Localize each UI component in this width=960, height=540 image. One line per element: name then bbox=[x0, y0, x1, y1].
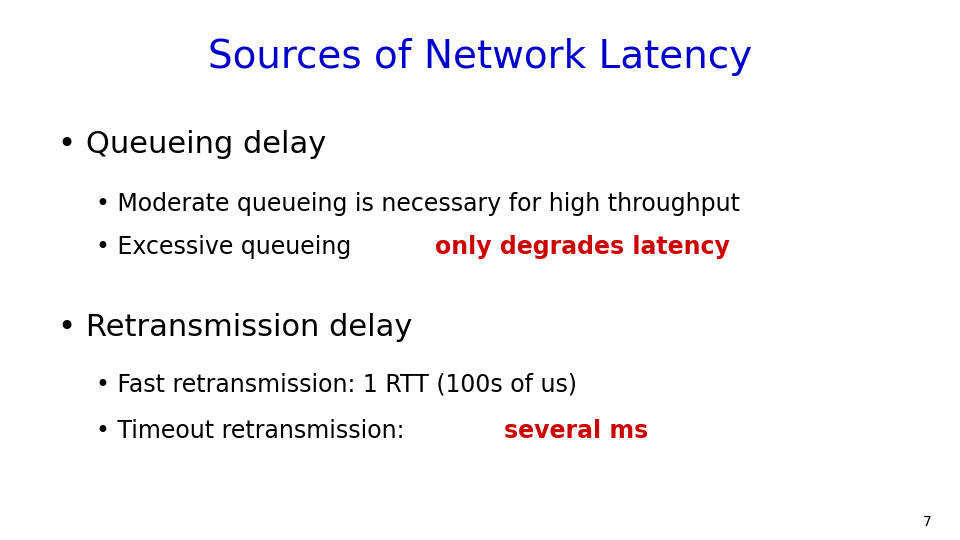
Text: Sources of Network Latency: Sources of Network Latency bbox=[208, 38, 752, 76]
Text: only degrades latency: only degrades latency bbox=[435, 235, 730, 259]
Text: 7: 7 bbox=[923, 515, 931, 529]
Text: • Timeout retransmission:: • Timeout retransmission: bbox=[96, 418, 412, 442]
Text: • Queueing delay: • Queueing delay bbox=[58, 130, 325, 159]
Text: several ms: several ms bbox=[504, 418, 648, 442]
Text: • Moderate queueing is necessary for high throughput: • Moderate queueing is necessary for hig… bbox=[96, 192, 740, 215]
Text: • Fast retransmission: 1 RTT (100s of us): • Fast retransmission: 1 RTT (100s of us… bbox=[96, 373, 577, 396]
Text: • Excessive queueing: • Excessive queueing bbox=[96, 235, 359, 259]
Text: • Retransmission delay: • Retransmission delay bbox=[58, 313, 412, 342]
